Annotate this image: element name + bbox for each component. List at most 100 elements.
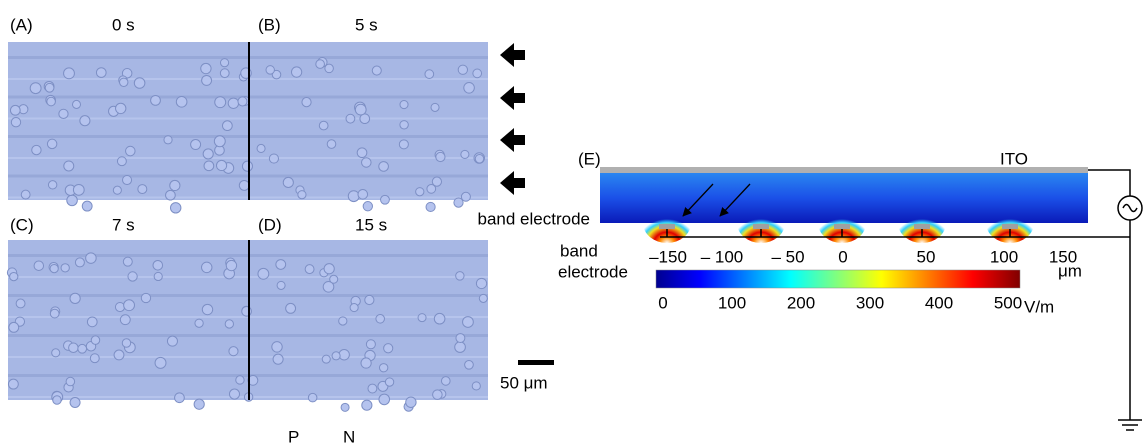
cell xyxy=(73,184,84,195)
cell xyxy=(273,354,283,364)
cell xyxy=(272,342,282,352)
cell xyxy=(122,339,130,347)
cell xyxy=(11,118,20,127)
cell xyxy=(201,262,211,272)
panel-time: 5 s xyxy=(355,15,378,34)
electrode-label: band xyxy=(560,241,598,260)
cell xyxy=(214,136,225,147)
cell xyxy=(464,83,475,94)
cell xyxy=(357,148,367,158)
cell xyxy=(381,195,390,204)
cell xyxy=(59,109,68,118)
cell xyxy=(202,75,212,85)
cell xyxy=(138,185,147,194)
ito-label: ITO xyxy=(1000,149,1028,168)
cell xyxy=(400,121,408,129)
cell xyxy=(191,140,201,150)
cell xyxy=(236,376,244,384)
cell xyxy=(114,350,124,360)
colorbar-tick-label: 400 xyxy=(925,293,953,312)
cell xyxy=(350,304,358,312)
cell xyxy=(96,68,106,78)
cell xyxy=(69,343,79,353)
cell xyxy=(141,293,150,302)
cell xyxy=(222,121,232,131)
cell xyxy=(8,379,18,389)
cell xyxy=(332,352,340,360)
cell xyxy=(441,377,450,386)
cell xyxy=(10,272,18,280)
cell xyxy=(362,400,372,410)
cell xyxy=(221,59,229,67)
cell xyxy=(291,67,301,77)
cell xyxy=(465,360,474,369)
cell xyxy=(476,278,486,288)
cell xyxy=(434,313,445,324)
x-tick-label: 100 xyxy=(990,247,1018,266)
cell xyxy=(155,357,166,368)
cell xyxy=(455,342,466,353)
cell xyxy=(52,349,60,357)
micrographs xyxy=(7,42,488,411)
cell xyxy=(72,100,80,108)
cell xyxy=(194,399,204,409)
cell xyxy=(117,157,126,166)
cell xyxy=(53,396,61,404)
cell xyxy=(167,336,177,346)
cell xyxy=(9,322,19,332)
scale-bar xyxy=(518,360,554,365)
cell xyxy=(258,268,269,279)
cell xyxy=(61,264,69,272)
cell xyxy=(362,158,372,168)
polarity-label: N xyxy=(343,427,355,446)
cell xyxy=(64,68,75,79)
x-tick-label: – 100 xyxy=(701,247,744,266)
colorbar-unit: V/m xyxy=(1024,297,1054,316)
cell xyxy=(461,192,470,201)
colorbar-tick-label: 100 xyxy=(718,293,746,312)
cell xyxy=(124,300,135,311)
x-unit: μm xyxy=(1058,261,1082,280)
cell xyxy=(164,136,172,144)
cell xyxy=(87,317,97,327)
cell xyxy=(461,150,469,158)
cell xyxy=(30,83,41,94)
cell xyxy=(153,260,163,270)
pad xyxy=(914,224,930,229)
panel-time: 0 s xyxy=(112,15,135,34)
cell xyxy=(90,354,99,363)
cell xyxy=(91,336,99,344)
panel-label: (C) xyxy=(10,215,34,234)
cell xyxy=(229,389,239,399)
cell xyxy=(176,96,187,107)
cell xyxy=(216,160,226,170)
cell xyxy=(379,162,389,172)
cell xyxy=(204,161,214,171)
cell xyxy=(341,403,349,411)
cell xyxy=(170,180,180,190)
cell xyxy=(115,302,124,311)
cell xyxy=(220,69,229,78)
colorbar-tick-label: 500 xyxy=(994,293,1022,312)
cell xyxy=(433,390,443,400)
x-tick-label: 0 xyxy=(838,247,847,266)
cell xyxy=(128,272,137,281)
pad xyxy=(1002,224,1018,229)
cell xyxy=(431,103,439,111)
cell xyxy=(456,334,465,343)
panel-time: 7 s xyxy=(112,215,135,234)
cell xyxy=(325,64,334,73)
cell xyxy=(242,161,252,171)
colorbar xyxy=(656,270,1020,288)
electrode-label: electrode xyxy=(558,262,628,281)
panel-time: 15 s xyxy=(355,215,387,234)
cell xyxy=(436,152,445,161)
cell xyxy=(475,155,483,163)
x-tick-label: 50 xyxy=(917,247,936,266)
cell xyxy=(399,140,408,149)
cell xyxy=(170,203,180,213)
cell xyxy=(67,195,78,206)
cell xyxy=(277,281,285,289)
colorbar-tick-label: 300 xyxy=(856,293,884,312)
